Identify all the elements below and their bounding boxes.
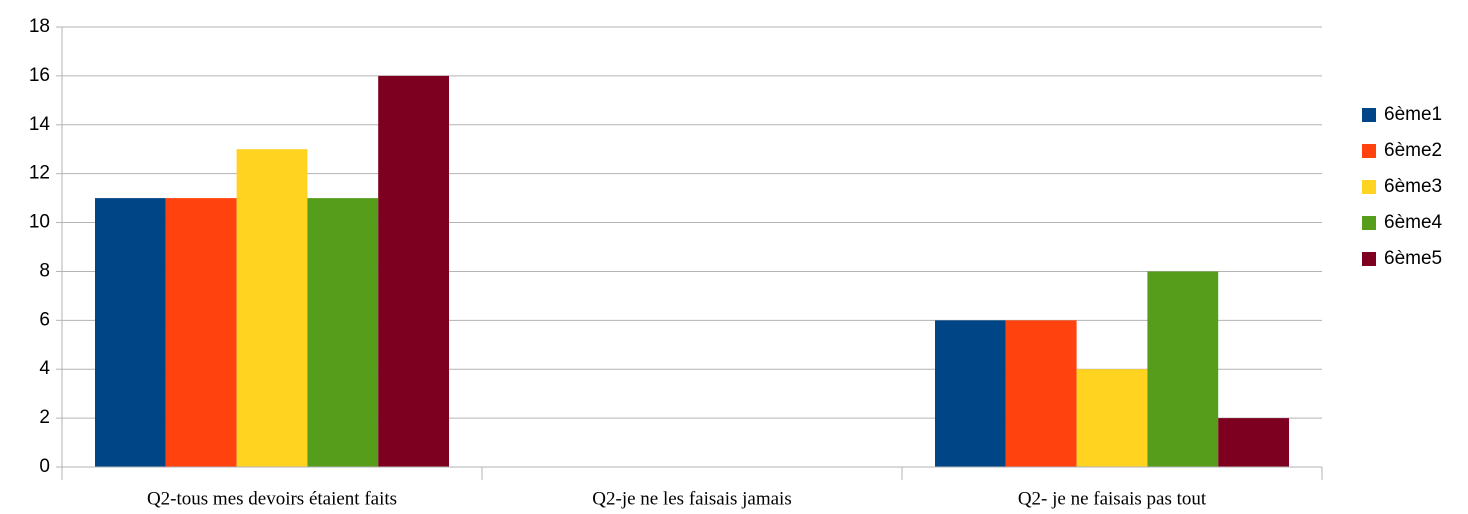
x-tick-label: Q2- je ne faisais pas tout	[1018, 488, 1207, 509]
legend-swatch	[1362, 216, 1376, 230]
bar	[935, 320, 1006, 467]
bar	[1076, 369, 1148, 467]
legend-label: 6ème2	[1384, 140, 1442, 161]
y-tick-label: 16	[29, 65, 50, 86]
legend-label: 6ème4	[1384, 212, 1443, 233]
legend-label: 6ème1	[1384, 104, 1442, 125]
bar	[1005, 320, 1077, 467]
bar	[307, 198, 379, 467]
bar	[236, 149, 308, 467]
x-tick-label: Q2-je ne les faisais jamais	[592, 488, 791, 509]
y-tick-label: 12	[29, 163, 50, 184]
legend-swatch	[1362, 180, 1376, 194]
y-tick-label: 14	[29, 114, 51, 135]
legend-swatch	[1362, 144, 1376, 158]
bar	[1147, 271, 1219, 467]
legend-swatch	[1362, 108, 1376, 122]
bar	[165, 198, 237, 467]
y-tick-label: 2	[39, 407, 50, 428]
y-tick-label: 10	[29, 212, 50, 233]
bar	[378, 75, 449, 467]
x-tick-label: Q2-tous mes devoirs étaient faits	[147, 488, 397, 509]
legend-label: 6ème3	[1384, 176, 1442, 197]
y-tick-label: 4	[39, 358, 50, 379]
legend-label: 6ème5	[1384, 248, 1442, 269]
legend-swatch	[1362, 252, 1376, 266]
y-tick-label: 0	[39, 456, 50, 477]
bar	[95, 198, 166, 467]
y-tick-label: 6	[39, 309, 50, 330]
y-tick-label: 18	[29, 16, 50, 37]
y-tick-label: 8	[39, 260, 50, 281]
bar	[1218, 418, 1289, 467]
